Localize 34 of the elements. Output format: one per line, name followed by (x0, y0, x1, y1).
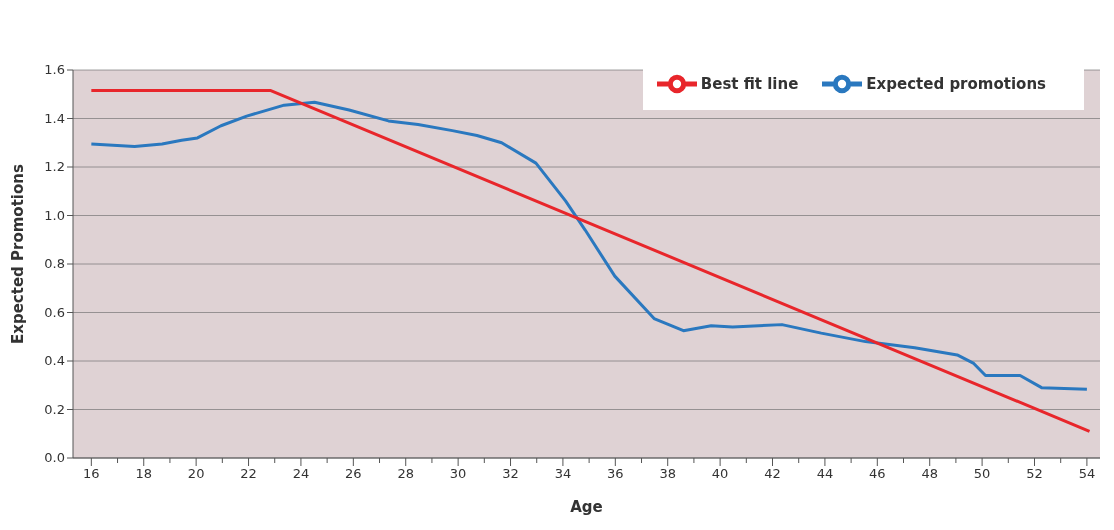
x-tick-label: 32 (502, 466, 519, 481)
x-tick-label: 42 (764, 466, 781, 481)
x-tick-label: 44 (816, 466, 834, 481)
x-tick-label: 52 (1026, 466, 1043, 481)
x-tick-label: 16 (83, 466, 100, 481)
legend-label: Expected promotions (866, 74, 1046, 93)
x-tick-label: 30 (449, 466, 467, 481)
legend-label: Best fit line (700, 74, 799, 93)
x-tick-label: 40 (711, 466, 729, 481)
y-tick-label: 0.8 (44, 256, 65, 271)
y-tick-label: 1.0 (44, 207, 65, 223)
x-tick-label: 36 (607, 466, 624, 481)
y-tick-label: 1.4 (44, 110, 65, 126)
y-tick-label: 0.2 (44, 401, 65, 417)
x-tick-label: 46 (869, 466, 886, 481)
x-tick-label: 22 (240, 466, 257, 481)
y-tick-label: 1.2 (44, 159, 65, 174)
x-tick-label: 26 (345, 466, 362, 481)
x-tick-label: 18 (135, 466, 153, 481)
line-series (89, 100, 1089, 391)
y-tick-label: 0.4 (44, 353, 65, 368)
x-tick-label: 54 (1078, 466, 1096, 481)
x-tick-label: 34 (554, 466, 572, 481)
x-axis-title: Age (570, 498, 603, 516)
y-tick-label: 1.6 (44, 62, 65, 77)
y-tick-label: 0.0 (44, 450, 65, 465)
x-tick-label: 28 (397, 466, 414, 481)
x-tick-label: 48 (921, 466, 938, 481)
x-tick-label: 24 (292, 466, 310, 481)
y-tick-label: 0.6 (44, 304, 65, 320)
y-axis-title: Expected Promotions (9, 164, 28, 344)
x-tick-label: 20 (187, 466, 205, 481)
x-tick-label: 38 (659, 466, 676, 481)
x-tick-label: 50 (973, 466, 991, 481)
